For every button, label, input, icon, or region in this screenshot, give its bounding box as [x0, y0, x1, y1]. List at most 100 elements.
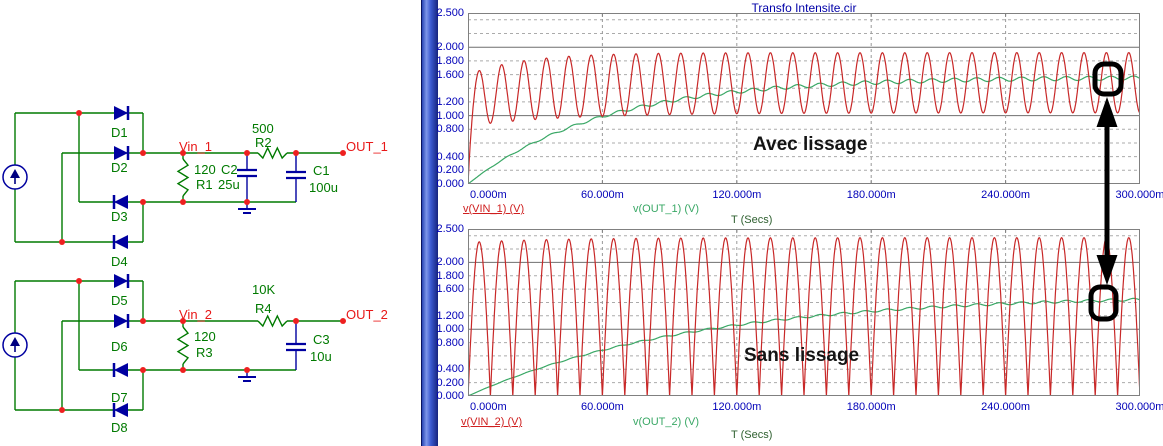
- plot-border: [468, 13, 1140, 184]
- plot-sans-lissage: [468, 229, 1140, 396]
- component-label-r1_val: 120: [194, 162, 216, 177]
- component-label-d3: D3: [111, 209, 128, 224]
- curve-vout2v: [468, 297, 1140, 396]
- component-label-d8: D8: [111, 420, 128, 435]
- source-arrow-head: [10, 169, 20, 178]
- component-label-c2_val: 25u: [218, 177, 240, 192]
- y-tick-label: 1.200: [436, 95, 464, 108]
- component-label-c1_ref: C1: [313, 163, 330, 178]
- junction-dot: [59, 407, 65, 413]
- diode-symbol: [114, 314, 128, 328]
- component-label-r2_val: 500: [252, 121, 274, 136]
- x-tick-label: 0.000m: [470, 189, 507, 201]
- y-tick-label: 2.000: [436, 256, 464, 269]
- junction-dot: [340, 150, 346, 156]
- diode-symbol: [114, 403, 128, 417]
- junction-dot: [76, 110, 82, 116]
- xaxis-title-top: T (Secs): [731, 214, 773, 226]
- component-label-d7: D7: [111, 390, 128, 405]
- x-tick-label: 180.000m: [846, 401, 896, 413]
- x-tick-label: 300.000m: [1115, 401, 1163, 413]
- junction-dot: [180, 199, 186, 205]
- junction-dot: [340, 318, 346, 324]
- xaxis-title-bottom: T (Secs): [731, 429, 773, 441]
- source-arrow-head: [10, 337, 20, 346]
- panel-splitter[interactable]: [421, 0, 438, 446]
- node-label-vin2: Vin_2: [179, 307, 212, 322]
- legend-vin1: v(VIN_1) (V): [463, 203, 525, 215]
- junction-dot: [244, 367, 250, 373]
- junction-dot: [59, 239, 65, 245]
- component-label-d1: D1: [111, 125, 128, 140]
- legend-vin2: v(VIN_2) (V): [461, 416, 523, 428]
- component-label-d4: D4: [111, 254, 128, 269]
- node-label-out1: OUT_1: [346, 139, 388, 154]
- junction-dot: [180, 367, 186, 373]
- resistor-symbol: [176, 158, 190, 197]
- annotation-sans-lissage: Sans lissage: [744, 345, 860, 366]
- component-label-r3_val: 120: [194, 329, 216, 344]
- x-tick-label: 120.000m: [712, 189, 762, 201]
- junction-dot: [76, 278, 82, 284]
- curve-vout1v: [468, 75, 1140, 184]
- y-tick-label: 2.500: [436, 7, 464, 19]
- component-label-r2_ref: R2: [255, 135, 272, 150]
- component-label-c1_val: 100u: [309, 180, 338, 195]
- y-tick-label: 1.800: [436, 269, 464, 282]
- y-tick-label: 1.600: [436, 68, 464, 81]
- node-label-out2: OUT_2: [346, 307, 388, 322]
- y-tick-label: 1.000: [436, 109, 464, 122]
- junction-dot: [293, 318, 299, 324]
- y-tick-label: 2.000: [436, 41, 464, 54]
- diode-symbol: [114, 195, 128, 209]
- y-tick-label: 1.200: [436, 309, 464, 322]
- junction-dot: [293, 150, 299, 156]
- component-label-r4_val: 10K: [252, 282, 275, 297]
- junction-dot: [244, 199, 250, 205]
- y-tick-label: 0.200: [436, 376, 464, 389]
- diode-symbol: [114, 106, 128, 120]
- resistor-symbol: [257, 146, 288, 160]
- junction-dot: [244, 150, 250, 156]
- component-label-d2: D2: [111, 160, 128, 175]
- component-label-c3_ref: C3: [313, 332, 330, 347]
- legend-out2: v(OUT_2) (V): [633, 416, 699, 428]
- junction-dot: [180, 150, 186, 156]
- component-label-r1_ref: R1: [196, 177, 213, 192]
- component-label-d5: D5: [111, 293, 128, 308]
- junction-dot: [140, 199, 146, 205]
- plot-title: Transfo Intensite.cir: [751, 1, 857, 15]
- y-tick-label: 0.000: [436, 178, 464, 190]
- y-tick-label: 1.600: [436, 283, 464, 296]
- component-label-c3_val: 10u: [310, 349, 332, 364]
- node-label-vin1: Vin_1: [179, 139, 212, 154]
- resistor-symbol: [257, 314, 288, 328]
- diode-symbol: [114, 363, 128, 377]
- x-tick-label: 180.000m: [846, 189, 896, 201]
- plot-avec-lissage: [468, 13, 1140, 184]
- x-tick-label: 60.000m: [580, 189, 624, 201]
- junction-dot: [140, 318, 146, 324]
- curve-vvin1v: [468, 51, 1140, 184]
- legend-out1: v(OUT_1) (V): [633, 203, 699, 215]
- y-tick-label: 0.800: [436, 123, 464, 136]
- plot-border: [468, 229, 1140, 396]
- diode-symbol: [114, 235, 128, 249]
- y-tick-label: 0.400: [436, 363, 464, 376]
- y-tick-label: 1.000: [436, 323, 464, 336]
- component-label-r3_ref: R3: [196, 345, 213, 360]
- resistor-symbol: [176, 326, 190, 365]
- component-label-r4_ref: R4: [255, 301, 272, 316]
- diode-symbol: [114, 274, 128, 288]
- x-tick-label: 120.000m: [712, 401, 762, 413]
- x-tick-label: 60.000m: [580, 401, 624, 413]
- junction-dot: [180, 318, 186, 324]
- y-tick-label: 1.800: [436, 54, 464, 67]
- junction-dot: [140, 150, 146, 156]
- y-tick-label: 2.500: [436, 223, 464, 235]
- y-tick-label: 0.400: [436, 150, 464, 163]
- y-tick-label: 0.800: [436, 336, 464, 349]
- y-tick-label: 0.200: [436, 164, 464, 177]
